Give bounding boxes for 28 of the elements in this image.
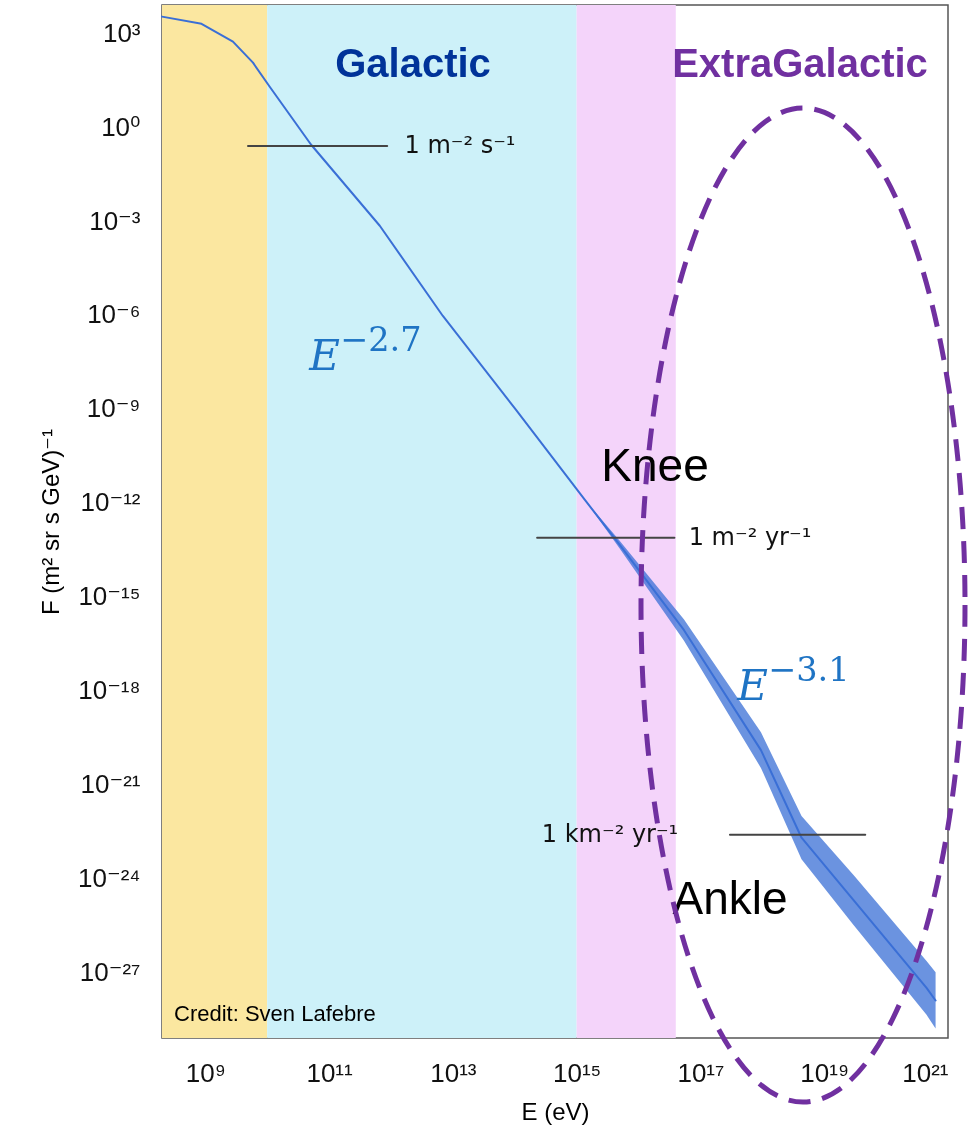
y-tick-label: 10⁻²¹ [80, 769, 141, 800]
y-tick-label: 10⁰ [101, 111, 141, 142]
y-tick-label: 10⁻¹² [80, 487, 141, 518]
x-tick-label: 10¹¹ [306, 1057, 354, 1088]
x-tick-label: 10¹⁷ [677, 1057, 725, 1088]
annotation: 1 m⁻² s⁻¹ [404, 131, 516, 159]
y-tick-label: 10³ [102, 17, 141, 48]
y-tick-label: 10⁻⁹ [86, 393, 141, 424]
annotation: Credit: Sven Lafebre [174, 1001, 376, 1026]
y-tick-label: 10⁻³ [89, 205, 141, 236]
y-tick-label: 10⁻²⁷ [79, 956, 141, 987]
annotation: 1 km⁻² yr⁻¹ [541, 820, 679, 848]
annotation: Knee [601, 439, 709, 491]
x-tick-label: 10¹⁵ [552, 1057, 602, 1088]
y-tick-label: 10⁻¹⁸ [78, 675, 141, 706]
annotation: Galactic [335, 41, 491, 85]
x-tick-label: 10²¹ [902, 1057, 949, 1088]
annotation: Ankle [672, 872, 788, 924]
y-axis-title: F (m² sr s GeV)⁻¹ [37, 429, 65, 615]
annotation: 1 m⁻² yr⁻¹ [688, 523, 812, 551]
x-tick-label: 10⁹ [185, 1057, 226, 1088]
y-tick-label: 10⁻¹⁵ [78, 581, 141, 612]
x-axis-title: E (eV) [521, 1097, 590, 1125]
y-tick-label: 10⁻²⁴ [78, 862, 141, 893]
y-tick-label: 10⁻⁶ [87, 299, 141, 330]
x-tick-label: 10¹⁹ [800, 1057, 850, 1088]
x-tick-label: 10¹³ [430, 1057, 477, 1088]
annotation: ExtraGalactic [672, 41, 928, 85]
